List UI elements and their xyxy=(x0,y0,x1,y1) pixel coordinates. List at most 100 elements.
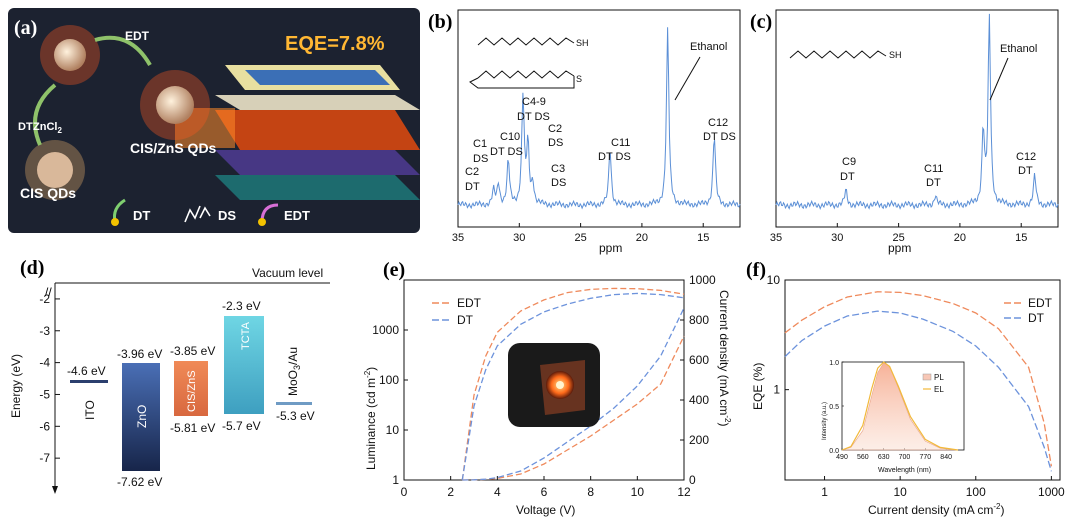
c-peak-c12-2: DT xyxy=(1018,165,1033,177)
b-peak-c2ds-1: C2 xyxy=(548,123,562,135)
e-inset-photo xyxy=(508,343,600,427)
panel-c: (c) SH 35 30 25 20 15 ppm Ethanol C9 DT C11 … xyxy=(750,9,1059,255)
x-tick-label: 1 xyxy=(821,485,828,499)
zncl-label: ZnCl2 xyxy=(33,121,62,135)
edt-ligand-head xyxy=(258,218,266,226)
x-ticks-b: 35 30 25 20 15 xyxy=(452,223,709,244)
d-y-ticks: -2 -3 -4 -5 -6 -7 xyxy=(39,292,60,465)
dt-molecule-c-icon xyxy=(789,50,887,59)
moo3-au-level xyxy=(276,402,312,405)
ds-molecule-icon xyxy=(477,70,575,79)
x-tick-label: 30 xyxy=(831,232,843,244)
e-legend-dt: DT xyxy=(457,313,474,327)
y-tick-label: -5 xyxy=(39,387,50,401)
inset-series-EL xyxy=(841,361,959,451)
x-tick-label: 25 xyxy=(892,232,904,244)
f-ylabel: EQE (%) xyxy=(751,363,765,410)
b-peak-c3ds-1: C3 xyxy=(551,163,565,175)
b-peak-c12-2: DT DS xyxy=(703,131,736,143)
c-molecule-sh: SH xyxy=(889,50,902,60)
panel-d: (d) Vacuum level // -2 -3 -4 -5 -6 -7 Energy … xyxy=(9,257,330,494)
cis-zns-top: -3.85 eV xyxy=(170,344,215,358)
inset-x-tick-label: 630 xyxy=(878,454,890,461)
y-tick-label: 1 xyxy=(392,473,399,487)
x-tick-label: 35 xyxy=(770,232,782,244)
panel-b-label: (b) xyxy=(428,11,452,33)
b-peak-c11-2: DT DS xyxy=(598,151,631,163)
ds-molecule-loop xyxy=(469,76,575,89)
dt-molecule-icon xyxy=(477,37,575,46)
zno-bottom: -7.62 eV xyxy=(117,475,162,489)
b-peak-c10-2: DT DS xyxy=(490,146,523,158)
tcta-top: -2.3 eV xyxy=(222,299,261,313)
c-peak-c11-2: DT xyxy=(926,177,941,189)
edt-arrow-label: EDT xyxy=(125,29,150,43)
inset-x-tick-label: 490 xyxy=(836,454,848,461)
y2-tick-label: 0 xyxy=(689,473,696,487)
panel-f: (f) 1 10 100 1000 1 10 EDT DT 490 560 630 700 770… xyxy=(746,259,1065,517)
x-tick-label: 15 xyxy=(697,232,709,244)
ito-top: -4.6 eV xyxy=(67,364,106,378)
inset-x-tick-label: 700 xyxy=(899,454,911,461)
b-peak-c2ds-2: DS xyxy=(548,137,563,149)
b-peak-c1ds-2: DS xyxy=(473,153,488,165)
x-tick-label: 25 xyxy=(574,232,586,244)
e-legend-edt: EDT xyxy=(457,296,482,310)
cis-zns-bar xyxy=(174,361,208,416)
y-tick-label: 10 xyxy=(767,273,781,287)
cis-zns-bottom: -5.81 eV xyxy=(170,421,215,435)
legend-dt: DT xyxy=(133,208,150,223)
inset-y-tick-label: 0.0 xyxy=(829,448,839,455)
plot-c-frame xyxy=(775,9,1059,228)
b-xlabel: ppm xyxy=(599,241,622,255)
f-inset-legend-pl-swatch xyxy=(922,373,932,381)
y-tick-label: -2 xyxy=(39,292,50,306)
y2-tick-label: 800 xyxy=(689,313,709,327)
x-tick-label: 15 xyxy=(1015,232,1027,244)
x-tick-label: 1000 xyxy=(1038,485,1065,499)
b-peak-c3ds-2: DS xyxy=(551,177,566,189)
y-tick-label: 100 xyxy=(379,373,399,387)
qd-cis xyxy=(25,140,85,200)
c-peak-c12-1: C12 xyxy=(1016,151,1036,163)
b-peak-c10-1: C10 xyxy=(500,131,520,143)
b-peak-c49-2: DT DS xyxy=(517,111,550,123)
b-peak-c11-1: C11 xyxy=(611,137,630,149)
y2-tick-label: 200 xyxy=(689,433,709,447)
f-inset-ylabel: Intensity (a.u.) xyxy=(822,402,828,440)
f-axis-ticks: 1 10 100 1000 1 10 xyxy=(767,273,1065,499)
arrow-dt xyxy=(33,83,57,146)
ds-molecule-s: S xyxy=(576,74,582,84)
b-ethanol-arrow xyxy=(674,56,701,101)
panel-e-label: (e) xyxy=(383,259,405,281)
x-tick-label: 10 xyxy=(893,485,907,499)
dt-molecule-sh: SH xyxy=(576,38,589,48)
panel-b: (b) SH S 35 30 25 20 15 ppm Ethanol C2 DT C1… xyxy=(428,9,741,255)
ds-ligand-icon xyxy=(184,205,211,223)
x-tick-label: 8 xyxy=(587,485,594,499)
zno-bar xyxy=(122,363,160,471)
f-series-lines xyxy=(784,291,1053,472)
panel-f-label: (f) xyxy=(746,259,766,281)
c-ethanol-arrow xyxy=(989,57,1009,101)
moo3-au-bottom: -5.3 eV xyxy=(276,409,315,423)
cis-zns-label: CIS/ZnS xyxy=(186,370,198,412)
legend-edt: EDT xyxy=(284,208,310,223)
d-axis-break: // xyxy=(45,285,52,299)
d-y-axis-arrow xyxy=(52,486,58,494)
ito-level xyxy=(70,380,108,383)
inset-x-tick-label: 560 xyxy=(857,454,869,461)
y-tick-label: -6 xyxy=(39,419,50,433)
b-peak-c12-1: C12 xyxy=(708,117,728,129)
y-tick-label: 10 xyxy=(386,423,400,437)
qd-cis-zns-middle xyxy=(140,70,210,140)
x-tick-label: 10 xyxy=(631,485,645,499)
x-tick-label: 0 xyxy=(401,485,408,499)
e-series-DT-right xyxy=(462,307,685,481)
e-ylabel-left: Luminance (cd m-2) xyxy=(363,367,378,470)
y-tick-label: 1000 xyxy=(372,323,399,337)
qd-cis-zns-top xyxy=(40,25,100,85)
moo3-au-label: MoO3/Au xyxy=(286,347,302,396)
inset-y-tick-label: 1.0 xyxy=(829,360,839,367)
